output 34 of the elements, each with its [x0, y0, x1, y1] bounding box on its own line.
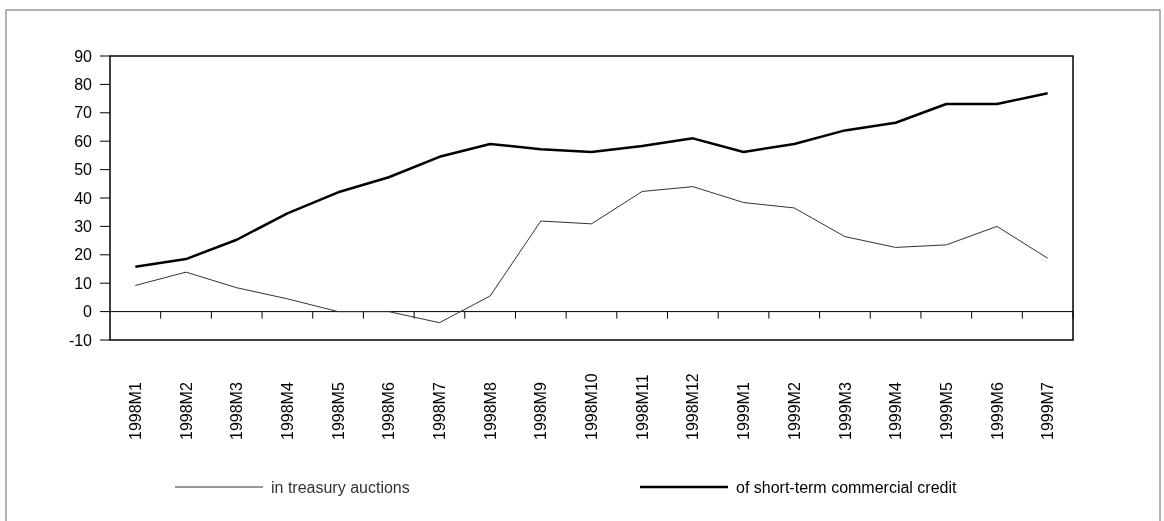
text: in treasury auctions: [271, 478, 410, 496]
x-tick-label: 1999M4: [887, 382, 905, 440]
x-tick-label: 1998M7: [431, 382, 449, 440]
y-tick-label: 20: [74, 246, 93, 264]
x-tick-label: 1998M10: [583, 373, 601, 440]
x-tick-label: 1998M9: [532, 382, 550, 440]
y-tick-label: 10: [74, 274, 93, 292]
x-tick-label: 1998M5: [329, 382, 347, 440]
x-tick-label: 1998M6: [380, 382, 398, 440]
y-tick-label: 90: [74, 47, 93, 65]
x-tick-label: 1998M8: [481, 382, 499, 440]
line-series: [134, 186, 1049, 324]
x-tick-label: 1998M12: [684, 373, 702, 440]
x-tick-label: 1999M1: [735, 382, 753, 440]
y-tick-label: -10: [68, 331, 93, 349]
x-tick-label: 1998M2: [177, 382, 195, 440]
y-tick-label: 80: [74, 76, 93, 93]
x-tick-label: 1998M11: [633, 374, 651, 440]
x-tick-label: 1998M3: [228, 382, 246, 440]
x-tick-label: 1998M4: [278, 382, 296, 440]
x-tick-label: 1999M3: [836, 382, 854, 440]
y-tick-label: 70: [74, 104, 93, 122]
text: of short-term commercial credit: [736, 478, 958, 496]
x-tick-label: 1999M5: [937, 382, 955, 440]
line-series: [134, 91, 1049, 268]
y-tick-label: 40: [74, 189, 93, 207]
y-tick-label: 0: [83, 303, 93, 321]
y-tick-label: 30: [74, 218, 93, 235]
x-tick-label: 1998M1: [126, 382, 144, 440]
x-tick-label: 1999M2: [785, 382, 803, 440]
x-tick-label: 1999M6: [988, 382, 1006, 440]
y-tick-label: 50: [74, 161, 93, 179]
x-tick-label: 1999M7: [1039, 382, 1057, 440]
y-tick-label: 60: [74, 132, 93, 150]
